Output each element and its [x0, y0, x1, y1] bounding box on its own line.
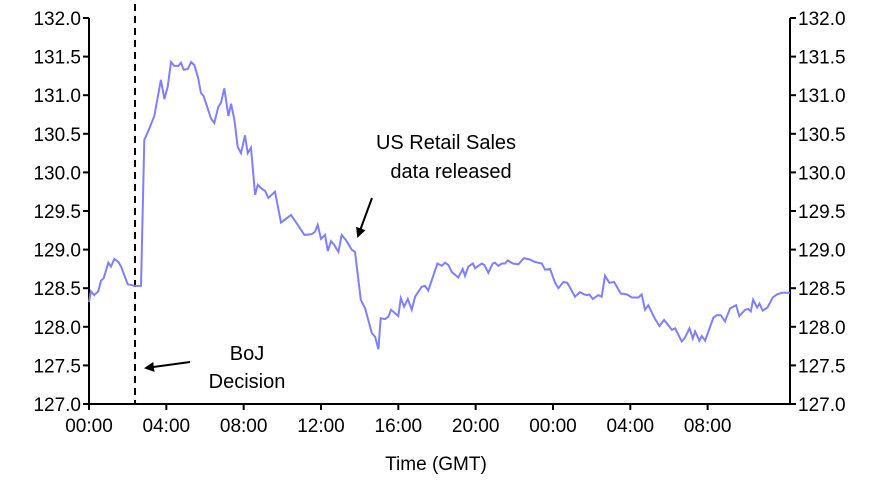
- y-tick-label-right: 129.0: [798, 241, 846, 262]
- retail-sales-annotation-line2: data released: [390, 161, 511, 183]
- boj-annotation-line2: Decision: [209, 371, 286, 393]
- y-tick-label-left: 129.0: [33, 241, 81, 262]
- x-tick-label: 04:00: [607, 416, 655, 437]
- y-tick-label-left: 130.0: [33, 163, 81, 184]
- y-tick-label-left: 131.0: [33, 86, 81, 107]
- retail-sales-arrow: [356, 197, 373, 238]
- y-tick-label-right: 128.0: [798, 318, 846, 339]
- y-tick-label-right: 130.0: [798, 163, 846, 184]
- boj-arrow: [144, 361, 191, 372]
- y-tick-label-right: 131.0: [798, 86, 846, 107]
- x-tick-label: 20:00: [452, 416, 500, 437]
- y-tick-label-right: 131.5: [798, 48, 846, 69]
- y-tick-label-right: 132.0: [798, 9, 846, 30]
- y-tick-label-left: 132.0: [33, 9, 81, 30]
- y-tick-label-left: 128.5: [33, 279, 81, 300]
- series-line: [88, 59, 790, 350]
- y-tick-label-right: 128.5: [798, 279, 846, 300]
- x-tick-label: 00:00: [529, 416, 577, 437]
- y-tick-label-right: 130.5: [798, 125, 846, 146]
- x-tick-label: 12:00: [297, 416, 345, 437]
- y-tick-label-left: 129.5: [33, 202, 81, 223]
- y-tick-label-right: 129.5: [798, 202, 846, 223]
- x-tick-label: 04:00: [143, 416, 191, 437]
- boj-annotation-line1: BoJ: [230, 343, 264, 365]
- y-tick-label-left: 127.0: [33, 395, 81, 416]
- retail-sales-annotation-line1: US Retail Sales: [376, 132, 516, 154]
- x-tick-label: 08:00: [684, 416, 732, 437]
- x-tick-label: 16:00: [375, 416, 423, 437]
- y-tick-label-right: 127.0: [798, 395, 846, 416]
- y-tick-label-left: 127.5: [33, 356, 81, 377]
- x-tick-label: 08:00: [220, 416, 268, 437]
- x-tick-label: 00:00: [65, 416, 113, 437]
- y-tick-label-left: 130.5: [33, 125, 81, 146]
- y-tick-label-right: 127.5: [798, 356, 846, 377]
- y-tick-label-left: 128.0: [33, 318, 81, 339]
- y-tick-label-left: 131.5: [33, 48, 81, 69]
- x-axis-title: Time (GMT): [385, 454, 487, 475]
